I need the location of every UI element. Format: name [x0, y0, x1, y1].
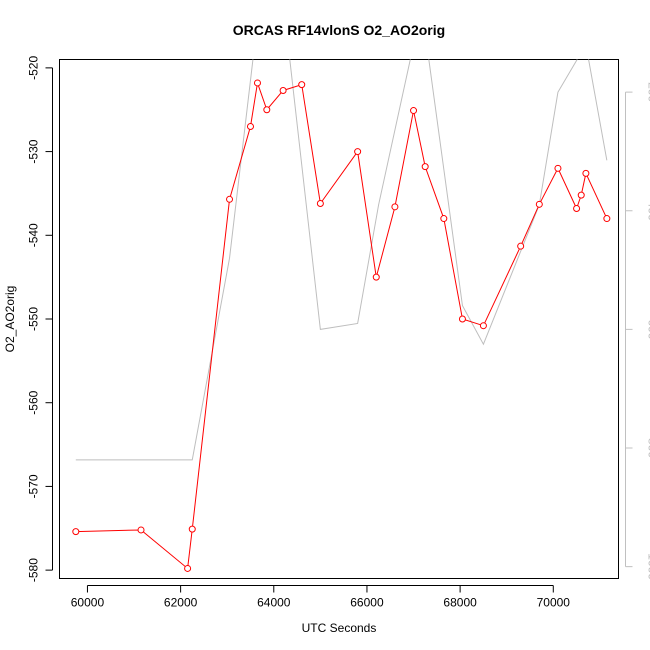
y2-tick-label: 1000 — [646, 553, 650, 580]
data-point — [184, 564, 192, 572]
data-point — [354, 148, 362, 156]
y-axis-label: O2_AO2orig — [3, 286, 17, 353]
chart-title: ORCAS RF14vlonS O2_AO2orig — [233, 22, 445, 38]
data-point — [72, 528, 80, 536]
data-point — [188, 525, 196, 533]
data-point — [137, 526, 145, 534]
data-point — [246, 122, 254, 130]
series-line-secondary — [75, 59, 608, 461]
data-point — [391, 203, 399, 211]
data-point — [440, 215, 448, 223]
x-tick-label: 66000 — [350, 596, 384, 610]
data-point — [582, 169, 590, 177]
data-point — [372, 273, 380, 281]
y2-tick-label: 200 — [646, 82, 650, 102]
data-point — [603, 215, 611, 223]
y-tick-label: -540 — [27, 223, 41, 247]
x-tick-label: 68000 — [443, 596, 477, 610]
x-axis-label: UTC Seconds — [302, 621, 377, 635]
y-tick-label: -580 — [27, 558, 41, 582]
data-point — [263, 106, 271, 114]
data-point — [226, 195, 234, 203]
data-point — [421, 163, 429, 171]
y-tick-label: -550 — [27, 307, 41, 331]
data-point — [479, 322, 487, 330]
y-tick-label: -560 — [27, 390, 41, 414]
data-point — [279, 86, 287, 94]
x-tick-label: 70000 — [537, 596, 571, 610]
data-point — [316, 199, 324, 207]
y2-axis: 200 400 600 800 1000 — [625, 82, 650, 580]
y2-tick-label: 400 — [646, 201, 650, 221]
data-point — [577, 191, 585, 199]
data-point — [573, 205, 581, 212]
plot-frame — [59, 59, 619, 579]
y-axis: -580 -570 -560 -550 -540 -530 -520 — [27, 56, 53, 582]
x-tick-label: 64000 — [257, 596, 291, 610]
x-tick-label: 62000 — [164, 596, 198, 610]
data-point — [535, 200, 543, 208]
series-line-main — [75, 82, 608, 570]
data-point — [253, 79, 261, 87]
x-axis: 60000 62000 64000 66000 68000 70000 — [71, 585, 571, 610]
x-tick-label: 60000 — [71, 596, 105, 610]
data-point — [410, 107, 418, 115]
data-point — [298, 81, 306, 89]
plot-area — [72, 59, 611, 572]
data-point — [517, 242, 525, 250]
data-point — [458, 315, 466, 323]
y2-tick-label: 600 — [646, 319, 650, 339]
data-point — [554, 164, 562, 172]
y2-tick-label: 800 — [646, 438, 650, 458]
y-tick-label: -570 — [27, 474, 41, 498]
y-tick-label: -520 — [27, 56, 41, 80]
y-tick-label: -530 — [27, 139, 41, 163]
